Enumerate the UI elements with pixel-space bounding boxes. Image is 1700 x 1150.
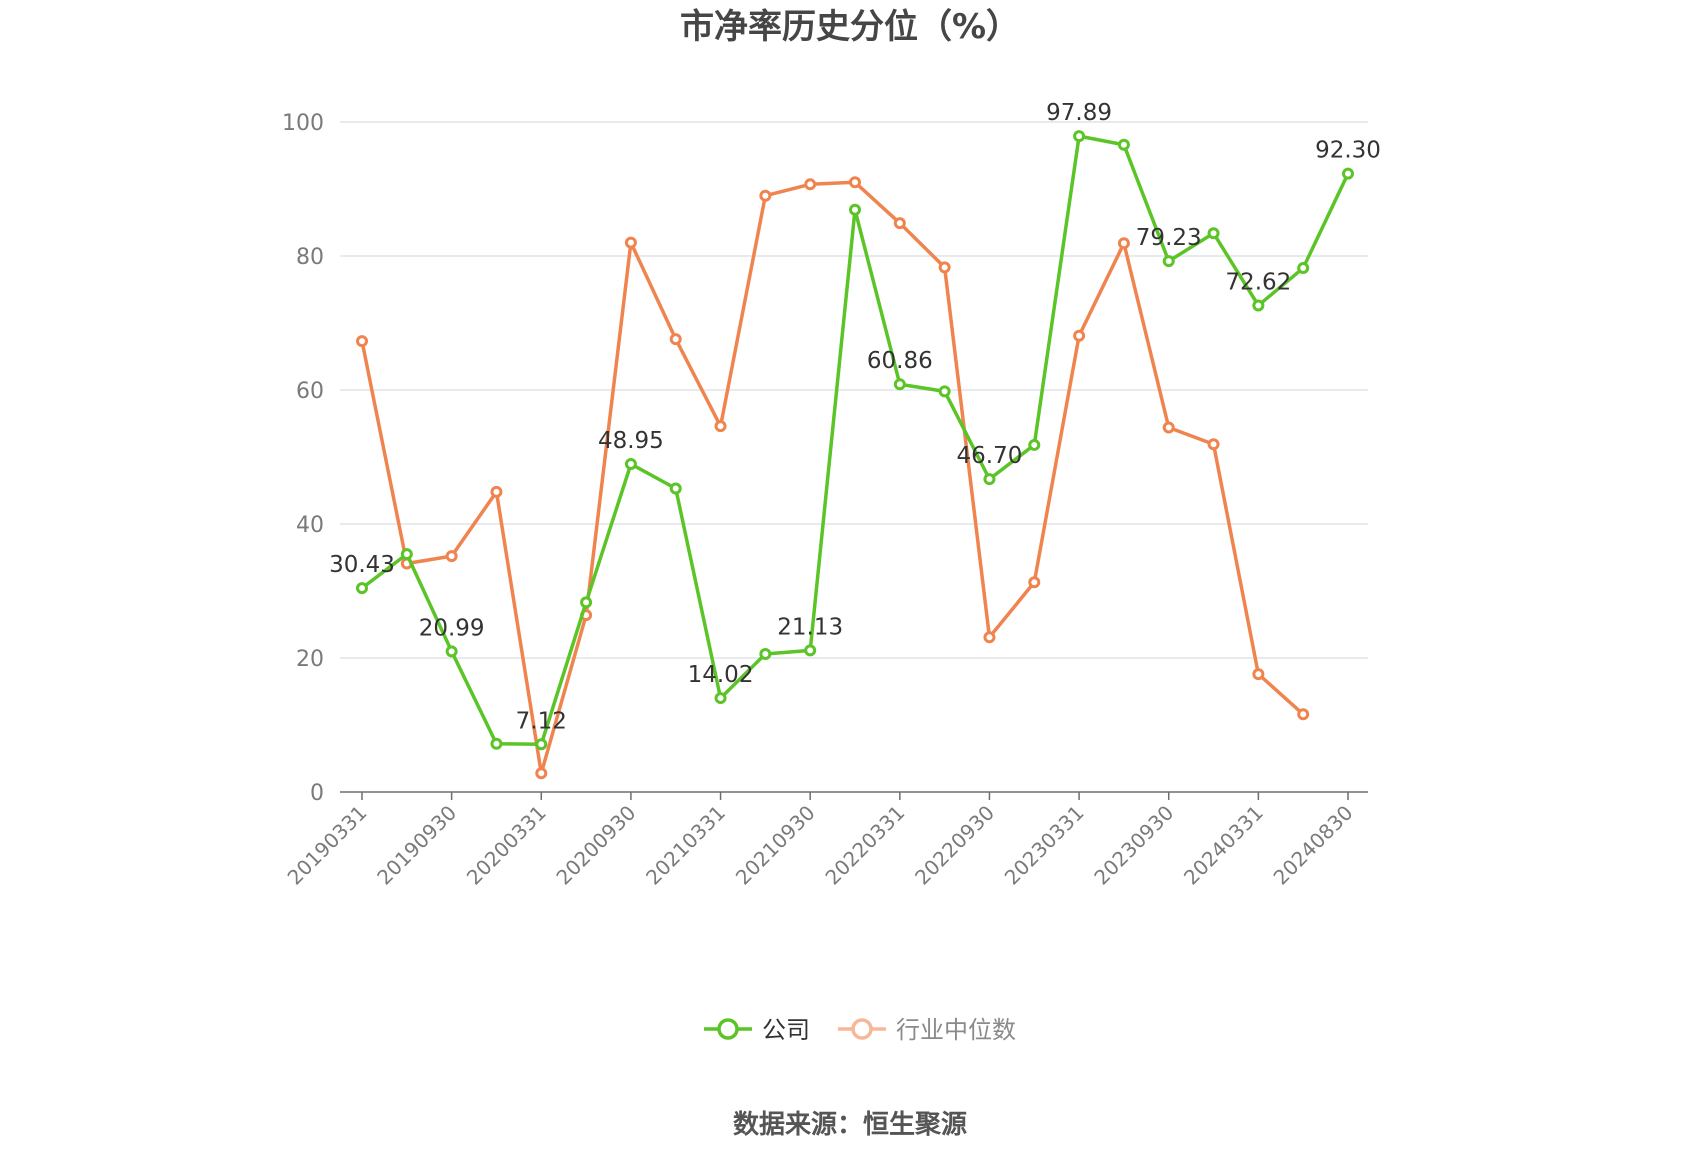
data-point xyxy=(669,333,682,346)
data-label: 21.13 xyxy=(777,614,843,640)
data-label: 92.30 xyxy=(1315,138,1381,164)
x-tick-label: 20230930 xyxy=(1089,801,1178,890)
data-point xyxy=(445,550,458,563)
data-point xyxy=(580,596,593,609)
data-point xyxy=(849,176,861,189)
data-point xyxy=(445,645,458,658)
y-tick-label: 20 xyxy=(296,647,324,672)
data-point xyxy=(938,261,951,274)
x-tick-label: 20240830 xyxy=(1269,801,1358,890)
x-tick-label: 20220331 xyxy=(820,801,909,890)
data-labels: 30.43 20.99 7.12 48.95 14.02 21.13 60.86 46.70 9… xyxy=(329,100,1381,734)
y-tick-label: 100 xyxy=(282,111,324,136)
data-label: 30.43 xyxy=(329,552,395,578)
data-point xyxy=(983,631,996,644)
data-point xyxy=(1207,227,1220,240)
legend-label: 公司 xyxy=(762,1016,810,1044)
x-tick-label: 20210930 xyxy=(731,801,820,890)
data-point xyxy=(1252,668,1265,681)
y-tick-label: 40 xyxy=(296,513,324,538)
data-label: 72.62 xyxy=(1225,269,1291,295)
data-point xyxy=(1028,576,1041,589)
y-axis: 0 20 40 60 80 100 xyxy=(282,111,324,806)
x-axis: 20190331 20190930 20200331 20200930 20210331… xyxy=(283,791,1368,890)
data-point xyxy=(938,385,951,398)
data-label: 97.89 xyxy=(1046,100,1112,126)
chart-title: 市净率历史分位（%） xyxy=(680,7,1020,47)
data-label: 20.99 xyxy=(419,615,485,641)
data-point xyxy=(1073,329,1086,342)
legend-marker xyxy=(717,1018,739,1040)
data-point xyxy=(356,335,368,348)
data-point xyxy=(1162,421,1175,434)
series-line xyxy=(360,180,1305,775)
data-point xyxy=(759,189,772,202)
legend-label: 行业中位数 xyxy=(896,1016,1016,1044)
x-tick-label: 20200331 xyxy=(462,801,551,890)
x-tick-label: 20210331 xyxy=(641,801,730,890)
y-tick-label: 80 xyxy=(296,245,324,270)
data-point xyxy=(356,582,368,595)
x-tick-label: 20220930 xyxy=(910,801,999,890)
data-point xyxy=(535,738,548,751)
data-point xyxy=(1073,130,1086,143)
data-point xyxy=(400,548,413,561)
grid xyxy=(340,121,1368,659)
x-tick-label: 20190930 xyxy=(372,801,461,890)
data-point xyxy=(759,647,772,660)
data-label: 7.12 xyxy=(516,708,567,734)
data-label: 79.23 xyxy=(1136,225,1202,251)
data-point xyxy=(669,482,682,495)
legend-marker xyxy=(851,1018,873,1040)
data-point xyxy=(1297,262,1310,275)
data-point xyxy=(893,378,906,391)
data-point xyxy=(714,420,727,433)
data-point xyxy=(849,203,861,216)
x-tick-label: 20190331 xyxy=(283,801,372,890)
x-tick-label: 20200930 xyxy=(551,801,640,890)
y-tick-label: 60 xyxy=(296,379,324,404)
data-point xyxy=(893,217,906,230)
data-point xyxy=(1342,167,1354,180)
data-point xyxy=(1252,299,1265,312)
data-point xyxy=(1117,138,1130,151)
data-label: 46.70 xyxy=(957,443,1023,469)
data-point xyxy=(804,644,817,657)
x-tick-label: 20230331 xyxy=(1000,801,1089,890)
data-point xyxy=(490,737,503,750)
data-point xyxy=(1117,237,1130,250)
y-tick-label: 0 xyxy=(310,781,324,806)
data-point xyxy=(535,767,548,780)
x-tick-label: 20240331 xyxy=(1179,801,1268,890)
data-point xyxy=(1028,438,1041,451)
data-point xyxy=(714,692,727,705)
series-layer xyxy=(356,130,1354,780)
source-text: 数据来源：恒生聚源 xyxy=(733,1110,967,1140)
data-point xyxy=(1207,438,1220,451)
data-point xyxy=(624,458,637,471)
data-point xyxy=(490,485,503,498)
data-point xyxy=(1297,708,1310,721)
legend: 公司 行业中位数 xyxy=(704,1016,1016,1044)
data-point xyxy=(983,473,996,486)
data-label: 48.95 xyxy=(598,428,664,454)
data-label: 14.02 xyxy=(688,662,754,688)
data-point xyxy=(624,236,637,249)
data-label: 60.86 xyxy=(867,348,933,374)
data-point xyxy=(804,178,817,191)
data-point xyxy=(1162,255,1175,268)
